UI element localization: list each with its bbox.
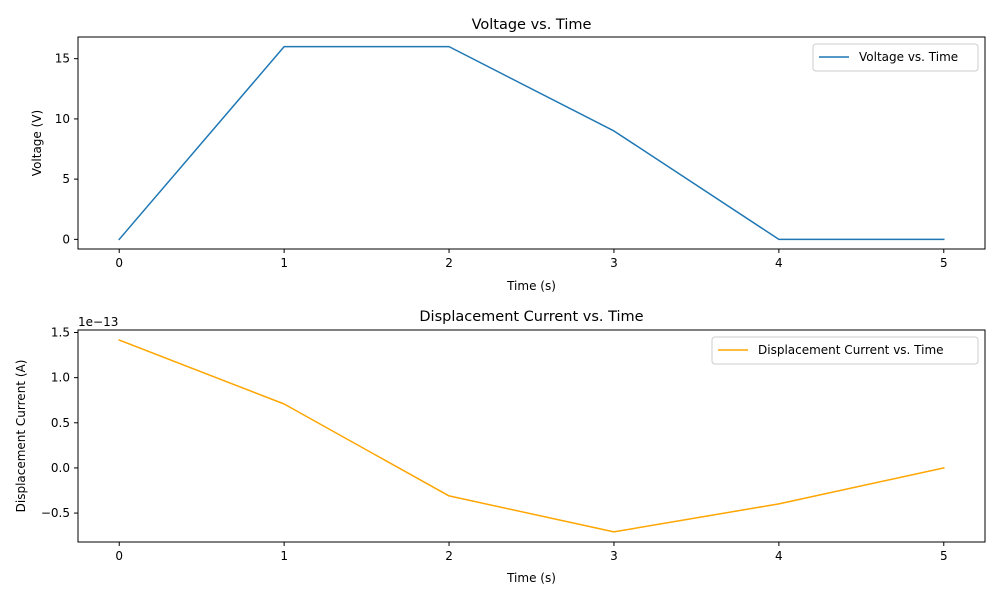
voltage-x-tick-label: 0 (115, 256, 123, 270)
voltage-y-ticks: 0 5 10 15 (55, 52, 78, 246)
displacement-x-tick-label: 5 (940, 549, 948, 563)
voltage-y-tick-label: 15 (55, 52, 70, 66)
displacement-legend-label: Displacement Current vs. Time (758, 343, 944, 357)
voltage-plot-area: 0 1 2 3 4 5 0 5 10 15 (55, 36, 986, 270)
displacement-axes-frame (77, 329, 986, 543)
displacement-chart-title: Displacement Current vs. Time (419, 309, 643, 325)
displacement-x-ticks: 0 1 2 3 4 5 (115, 542, 948, 563)
voltage-x-tick-label: 2 (445, 256, 453, 270)
displacement-x-tick-label: 2 (445, 549, 453, 563)
voltage-y-tick-label: 10 (55, 112, 70, 126)
displacement-x-tick-label: 1 (280, 549, 288, 563)
displacement-y-tick-label: 0.0 (51, 461, 70, 475)
voltage-x-tick-label: 5 (940, 256, 948, 270)
displacement-x-tick-label: 4 (775, 549, 783, 563)
displacement-x-tick-label: 3 (610, 549, 618, 563)
displacement-x-axis-label: Time (s) (506, 571, 556, 585)
voltage-legend: Voltage vs. Time (812, 43, 979, 72)
displacement-series-line (118, 339, 945, 533)
voltage-x-tick-label: 4 (775, 256, 783, 270)
displacement-legend: Displacement Current vs. Time (711, 336, 979, 365)
voltage-y-axis-label: Voltage (V) (30, 110, 44, 176)
voltage-y-tick-label: 5 (62, 172, 70, 186)
displacement-subplot: Displacement Current vs. Time 1e−13 0 1 2 3… (14, 309, 986, 585)
displacement-y-tick-label: 0.5 (51, 416, 70, 430)
voltage-x-tick-label: 3 (610, 256, 618, 270)
voltage-legend-label: Voltage vs. Time (859, 50, 958, 64)
voltage-x-tick-label: 1 (280, 256, 288, 270)
displacement-y-axis-label: Displacement Current (A) (14, 360, 28, 513)
voltage-x-axis-label: Time (s) (506, 279, 556, 293)
displacement-y-offset-text: 1e−13 (78, 315, 118, 329)
displacement-x-tick-label: 0 (115, 549, 123, 563)
displacement-legend-box (711, 336, 979, 365)
displacement-plot-area: 0 1 2 3 4 5 −0.5 0.0 0.5 1.0 1.5 (41, 326, 986, 563)
voltage-legend-box (812, 43, 979, 72)
displacement-y-tick-label: −0.5 (41, 506, 70, 520)
displacement-series (118, 339, 945, 533)
displacement-y-tick-label: 1.5 (51, 326, 70, 340)
voltage-x-ticks: 0 1 2 3 4 5 (115, 249, 948, 270)
displacement-y-ticks: −0.5 0.0 0.5 1.0 1.5 (41, 326, 78, 520)
voltage-chart-title: Voltage vs. Time (472, 17, 592, 33)
voltage-y-tick-label: 0 (62, 232, 70, 246)
displacement-y-tick-label: 1.0 (51, 371, 70, 385)
voltage-series-line (118, 45, 945, 241)
voltage-axes-frame (77, 36, 986, 250)
voltage-series (118, 45, 945, 241)
